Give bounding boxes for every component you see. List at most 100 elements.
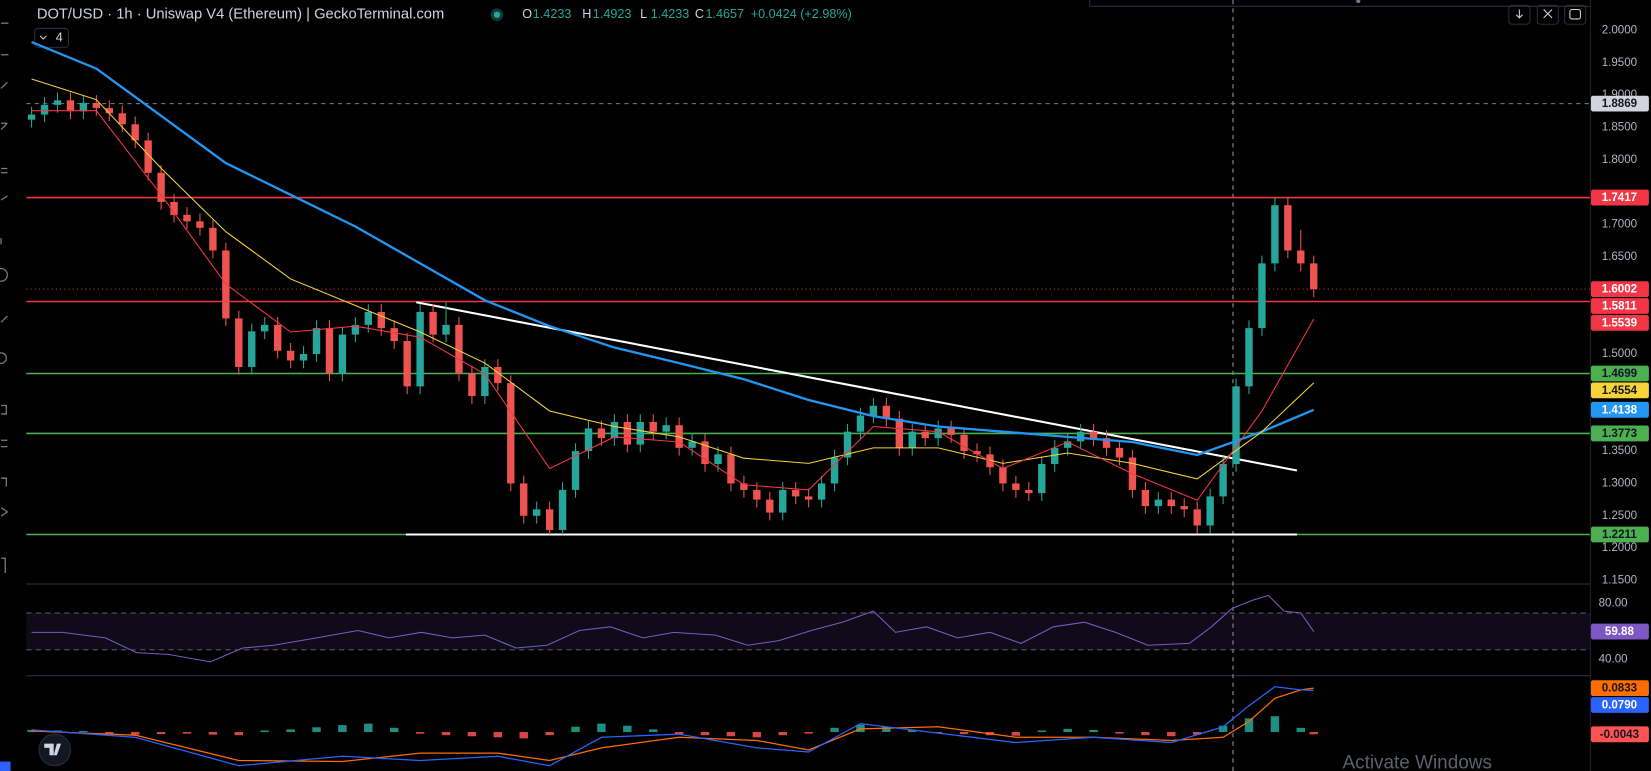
candle-body — [351, 324, 360, 335]
candle-body — [53, 100, 62, 105]
price-badge — [1590, 281, 1649, 298]
macd-histogram-bar — [1296, 727, 1306, 733]
candle-body — [196, 221, 204, 228]
macd-histogram-bar — [1167, 732, 1176, 737]
price-badge — [1590, 623, 1649, 640]
tool-icon[interactable] — [1, 557, 6, 573]
y-tick-label: 1.2000 — [1602, 542, 1637, 554]
price-badge-label: 59.88 — [1605, 626, 1635, 638]
candle-body — [1232, 386, 1240, 465]
macd-histogram-bar — [156, 732, 166, 735]
chart-title: DOT/USD · 1h · Uniswap V4 (Ethereum) | G… — [37, 7, 444, 23]
candle-body — [442, 324, 450, 335]
price-badge — [1590, 526, 1649, 543]
moving-average — [31, 78, 1315, 480]
macd-histogram-bar — [597, 723, 606, 733]
candle-body — [1258, 263, 1266, 329]
candle-body — [1102, 438, 1111, 448]
candle-body — [248, 331, 256, 367]
tool-icon[interactable] — [0, 195, 8, 201]
tool-icon[interactable] — [0, 315, 8, 323]
candle-body — [908, 431, 916, 448]
candle-body — [1154, 499, 1163, 507]
candle-body — [740, 483, 748, 490]
candle-body — [753, 489, 761, 500]
macd-histogram-bar — [1141, 732, 1150, 736]
price-badge-label: 0.0833 — [1602, 683, 1638, 695]
macd-histogram-bar — [700, 732, 710, 736]
macd-histogram-bar — [182, 732, 192, 734]
price-badge — [1590, 382, 1649, 399]
candle-body — [610, 421, 619, 439]
candle-body — [157, 172, 165, 202]
candle-body — [947, 428, 955, 435]
tool-icon[interactable] — [1, 477, 7, 487]
macd-histogram-bar — [364, 723, 373, 733]
candle-body — [1063, 441, 1072, 448]
y-tick-label: 2.0000 — [1602, 24, 1637, 36]
candle-body — [973, 451, 981, 455]
macd-histogram-bar — [804, 732, 813, 734]
candle-body — [882, 405, 891, 419]
indicator-toggle[interactable] — [34, 27, 69, 48]
tool-icon[interactable] — [0, 122, 8, 131]
price-badge-label: 1.4699 — [1602, 368, 1638, 380]
candle-body — [468, 373, 476, 397]
candle-body — [66, 100, 75, 112]
button-scroll[interactable] — [1508, 4, 1531, 25]
macd-histogram-bar — [1270, 716, 1280, 733]
tool-icon[interactable] — [0, 267, 9, 282]
price-badge-label: 1.3773 — [1602, 428, 1638, 440]
watermark: Activate Windows — [1342, 753, 1491, 771]
macd-line — [31, 687, 1314, 763]
y-tick-label: 1.2500 — [1602, 510, 1637, 522]
price-badge — [1590, 425, 1649, 442]
button-maximize[interactable] — [1564, 4, 1587, 25]
candle-body — [338, 334, 347, 374]
tool-icon[interactable] — [0, 352, 7, 365]
price-badge-label: 1.6002 — [1602, 284, 1637, 296]
candle-body — [1012, 483, 1020, 490]
price-badge-label: 1.5539 — [1602, 317, 1638, 329]
price-badge-label: 0.0790 — [1602, 700, 1637, 712]
candle-body — [558, 489, 567, 531]
candle-body — [662, 425, 670, 432]
candle-body — [960, 434, 968, 452]
y-tick-label: 1.3000 — [1602, 478, 1637, 490]
candle-body — [144, 140, 152, 173]
candle-body — [390, 328, 398, 342]
candle-body — [1219, 464, 1227, 497]
candle-body — [520, 483, 528, 516]
macd-histogram-bar — [545, 732, 554, 736]
moving-average — [31, 40, 1315, 457]
tool-icon[interactable] — [1, 167, 8, 174]
button-close[interactable] — [1536, 4, 1559, 25]
candle-body — [766, 499, 774, 513]
candle-body — [1089, 431, 1098, 439]
indicator-count: 4 — [56, 30, 63, 44]
tool-icon[interactable] — [0, 507, 9, 517]
macd-histogram-bar — [1115, 732, 1124, 734]
price-badge — [1590, 680, 1649, 697]
tool-icon[interactable] — [0, 81, 8, 89]
candle-body — [40, 104, 49, 115]
candle-body — [27, 114, 36, 120]
tool-icon[interactable] — [1, 439, 8, 448]
macd-histogram-bar — [312, 727, 321, 733]
price-badge — [1590, 95, 1649, 112]
candle-body — [118, 113, 126, 125]
legend-key: H — [582, 7, 591, 21]
macd-histogram-bar — [130, 732, 140, 735]
price-badge — [1590, 314, 1649, 331]
candle-body — [701, 441, 709, 465]
legend-value: 1.4233 — [533, 7, 572, 21]
candle-body — [1297, 250, 1305, 264]
tool-icon[interactable] — [1, 404, 7, 415]
macd-histogram-bar — [959, 732, 969, 735]
macd-histogram-bar — [752, 732, 762, 738]
macd-histogram-bar — [286, 729, 295, 733]
price-badge-label: 1.2211 — [1602, 529, 1637, 541]
macd-histogram-bar — [830, 727, 839, 733]
